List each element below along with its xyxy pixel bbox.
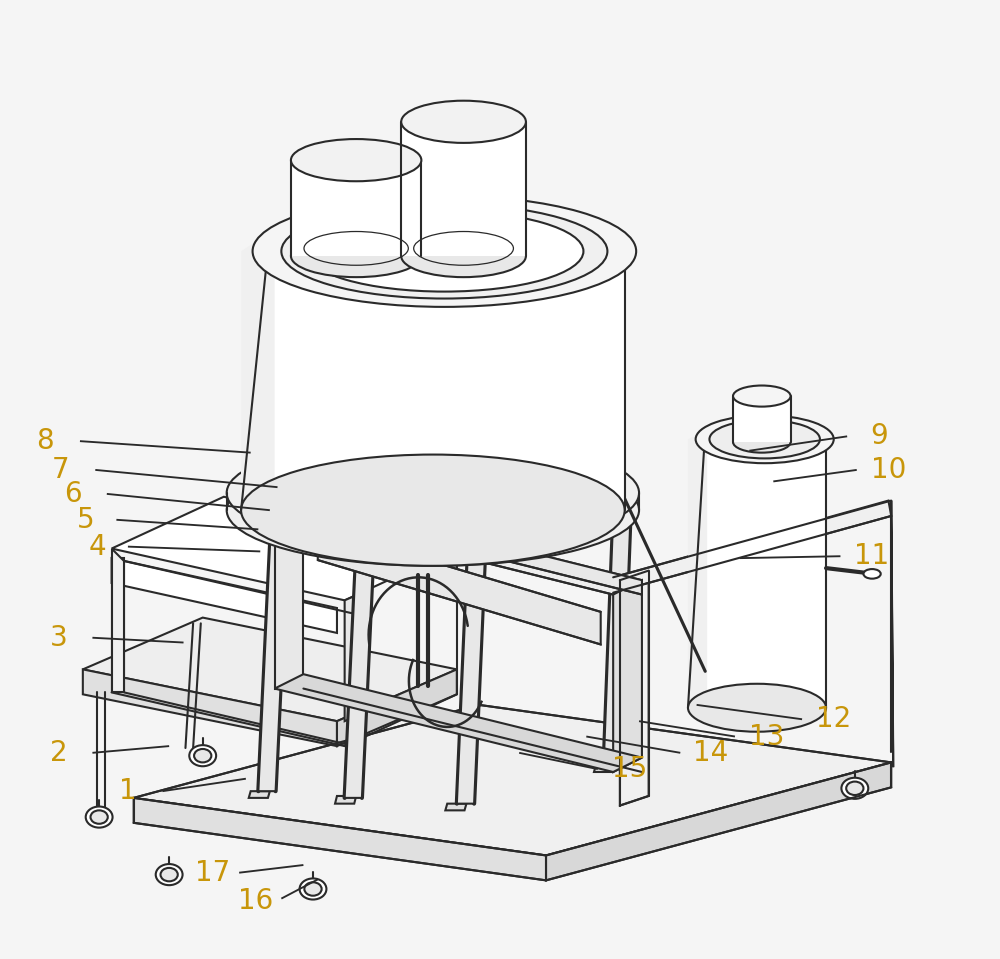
Text: 13: 13 — [749, 722, 784, 751]
Polygon shape — [457, 520, 487, 804]
Ellipse shape — [304, 882, 322, 896]
Ellipse shape — [194, 749, 211, 762]
Polygon shape — [546, 762, 891, 880]
Polygon shape — [303, 496, 642, 595]
Ellipse shape — [696, 415, 834, 463]
Polygon shape — [445, 804, 466, 810]
Polygon shape — [112, 497, 457, 600]
Text: 5: 5 — [77, 505, 95, 534]
Text: 15: 15 — [612, 755, 647, 784]
Polygon shape — [335, 796, 356, 804]
Ellipse shape — [91, 810, 108, 824]
Ellipse shape — [401, 101, 526, 143]
Ellipse shape — [709, 420, 820, 458]
Text: 17: 17 — [195, 858, 230, 887]
Ellipse shape — [733, 432, 791, 453]
Ellipse shape — [227, 455, 639, 566]
Polygon shape — [345, 513, 375, 798]
Text: 16: 16 — [238, 887, 273, 916]
Polygon shape — [613, 501, 891, 593]
Ellipse shape — [156, 864, 183, 885]
Text: 1: 1 — [119, 777, 137, 806]
Ellipse shape — [291, 235, 421, 277]
Polygon shape — [733, 396, 791, 442]
Polygon shape — [249, 791, 270, 798]
Polygon shape — [258, 508, 289, 791]
Polygon shape — [620, 571, 649, 806]
Polygon shape — [275, 510, 303, 689]
Ellipse shape — [241, 455, 625, 566]
Ellipse shape — [589, 508, 603, 518]
Polygon shape — [337, 669, 457, 746]
Ellipse shape — [688, 684, 826, 732]
Polygon shape — [291, 160, 421, 256]
Text: 6: 6 — [64, 480, 82, 508]
Polygon shape — [891, 501, 893, 767]
Polygon shape — [594, 765, 615, 772]
Ellipse shape — [291, 139, 421, 181]
Ellipse shape — [161, 868, 178, 881]
Ellipse shape — [305, 211, 583, 292]
Ellipse shape — [253, 196, 636, 307]
Polygon shape — [134, 798, 546, 880]
Ellipse shape — [281, 204, 607, 298]
Polygon shape — [275, 496, 642, 595]
Ellipse shape — [227, 437, 639, 549]
Text: 12: 12 — [816, 705, 851, 734]
Text: 2: 2 — [50, 738, 68, 767]
Polygon shape — [613, 580, 642, 772]
Ellipse shape — [300, 878, 326, 900]
Ellipse shape — [863, 569, 881, 578]
Polygon shape — [112, 549, 124, 692]
Ellipse shape — [846, 782, 863, 795]
Polygon shape — [134, 705, 891, 855]
Polygon shape — [83, 618, 457, 721]
Text: 4: 4 — [88, 532, 106, 561]
Polygon shape — [112, 558, 124, 692]
Ellipse shape — [242, 441, 624, 545]
Polygon shape — [112, 558, 337, 633]
Ellipse shape — [841, 778, 868, 799]
Text: 10: 10 — [871, 456, 906, 484]
Text: 11: 11 — [854, 542, 890, 571]
Text: 8: 8 — [36, 427, 53, 456]
Text: 9: 9 — [870, 422, 888, 451]
Polygon shape — [241, 229, 275, 510]
Text: 14: 14 — [693, 738, 729, 767]
Polygon shape — [83, 669, 337, 746]
Polygon shape — [688, 430, 707, 708]
Polygon shape — [241, 251, 625, 510]
Text: 3: 3 — [50, 623, 68, 652]
Ellipse shape — [401, 235, 526, 277]
Text: 7: 7 — [52, 456, 70, 484]
Ellipse shape — [189, 745, 216, 766]
Ellipse shape — [733, 386, 791, 407]
Ellipse shape — [86, 807, 113, 828]
Ellipse shape — [242, 503, 257, 513]
Polygon shape — [275, 674, 642, 772]
Polygon shape — [604, 518, 630, 767]
Polygon shape — [401, 122, 526, 256]
Polygon shape — [688, 439, 826, 708]
Polygon shape — [345, 595, 358, 721]
Polygon shape — [318, 527, 601, 644]
